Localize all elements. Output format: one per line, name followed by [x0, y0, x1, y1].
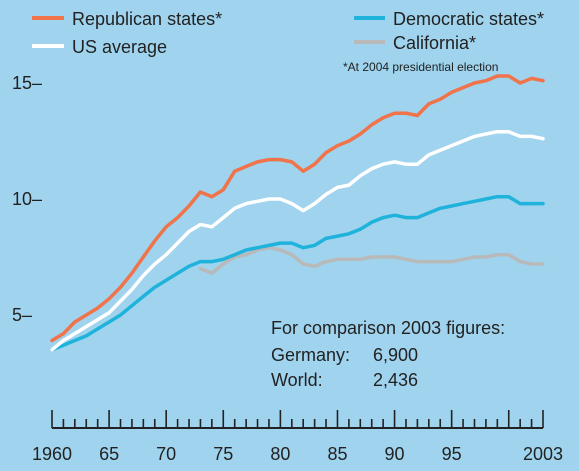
plot-area — [50, 74, 545, 352]
x-tick-label: 70 — [156, 444, 176, 464]
y-tick-label: 15– — [12, 73, 42, 93]
y-tick-label: 10– — [12, 189, 42, 209]
x-tick-label: 1960 — [32, 444, 72, 464]
annotation-value: 6,900 — [373, 345, 418, 365]
x-tick-label: 65 — [99, 444, 119, 464]
legend: Republican states* US average Democratic s… — [32, 9, 544, 74]
legend-entry-california: California* — [354, 33, 476, 53]
annotation-label: Germany: — [271, 345, 350, 365]
legend-label: Republican states* — [72, 9, 222, 29]
x-tick-label: 85 — [327, 444, 347, 464]
x-tick-label: 2003 — [523, 444, 563, 464]
x-tick-label: 90 — [385, 444, 405, 464]
annotation-box: For comparison 2003 figures: Germany: 6,90… — [271, 318, 505, 390]
y-axis: 15– 10– 5– — [12, 73, 42, 325]
legend-entry-republican-states: Republican states* — [32, 9, 222, 29]
x-tick-label: 95 — [442, 444, 462, 464]
x-axis: 1960 65 70 75 80 85 90 95 2003 — [32, 410, 563, 464]
legend-label: Democratic states* — [393, 9, 544, 29]
series-line-us-average — [50, 129, 545, 352]
legend-footnote: *At 2004 presidential election — [343, 60, 498, 74]
y-tick-label: 5– — [12, 305, 32, 325]
series-line-democratic-states — [50, 194, 545, 352]
legend-label: California* — [393, 33, 476, 53]
annotation-title: For comparison 2003 figures: — [271, 318, 505, 338]
series-line-california — [198, 245, 545, 275]
legend-entry-us-average: US average — [32, 37, 167, 57]
annotation-value: 2,436 — [373, 370, 418, 390]
series-line-republican-states — [50, 74, 545, 343]
legend-label: US average — [72, 37, 167, 57]
annotation-label: World: — [271, 370, 323, 390]
legend-entry-democratic-states: Democratic states* — [354, 9, 544, 29]
x-tick-label: 75 — [213, 444, 233, 464]
x-tick-label: 80 — [270, 444, 290, 464]
